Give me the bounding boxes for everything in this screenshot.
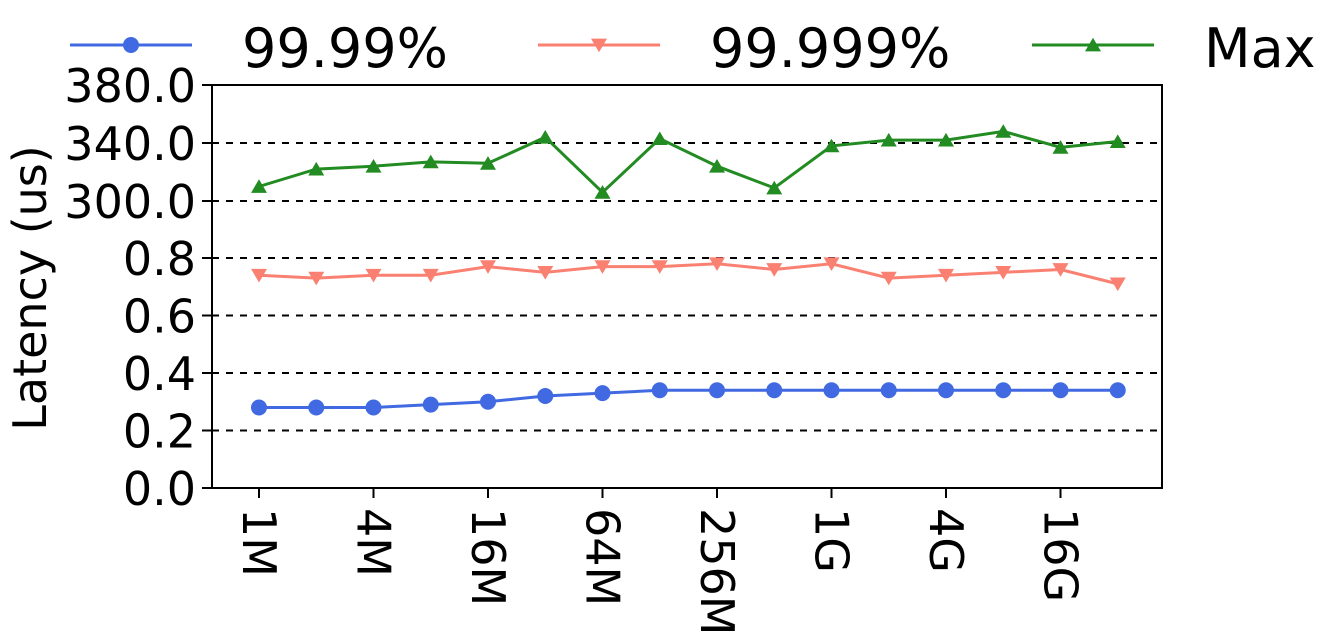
data-point [651, 260, 668, 274]
y-tick-label: 300.0 [64, 175, 196, 229]
data-point [594, 260, 611, 274]
data-point [1109, 382, 1126, 399]
data-point [365, 159, 382, 173]
data-point [480, 260, 496, 274]
y-tick-label: 0.6 [123, 290, 196, 344]
legend-label: 99.999% [710, 17, 950, 80]
x-tick-label: 16G [1034, 508, 1088, 602]
data-point [995, 265, 1012, 280]
data-point [651, 131, 668, 146]
data-point [1052, 382, 1069, 399]
data-point [365, 399, 382, 416]
data-point [766, 382, 783, 399]
legend-entry: 99.999% [538, 17, 950, 80]
data-point [422, 154, 439, 169]
y-tick-label: 380.0 [64, 59, 196, 113]
data-point [251, 399, 267, 416]
data-point [1085, 37, 1101, 52]
data-point [938, 268, 954, 283]
data-point [823, 138, 840, 153]
data-point [123, 37, 139, 53]
data-point [251, 268, 267, 283]
data-point [823, 257, 840, 271]
data-point [880, 132, 897, 147]
data-point [480, 156, 496, 170]
y-tick-label: 0.2 [123, 405, 196, 459]
data-point [995, 382, 1012, 399]
data-point [709, 382, 725, 399]
data-point [308, 271, 325, 286]
data-point [880, 382, 897, 399]
data-point [537, 388, 554, 404]
data-point [1052, 140, 1069, 154]
series-2 [251, 124, 1126, 199]
data-point [251, 179, 267, 193]
series-line [258, 262, 1119, 286]
data-point [480, 393, 496, 410]
y-tick-label: 0.8 [123, 232, 196, 286]
y-axis-label: Latency (us) [3, 145, 57, 430]
data-point [1109, 134, 1126, 148]
data-point [938, 132, 954, 147]
y-tick-label: 0.0 [123, 462, 196, 516]
data-point [823, 382, 840, 399]
data-point [308, 161, 325, 176]
y-tick-label: 340.0 [64, 117, 196, 171]
x-tick-label: 16M [461, 508, 515, 606]
x-tick-label: 4G [919, 508, 973, 573]
y-tick-label: 0.4 [123, 347, 196, 401]
legend: 99.99% 99.999% Max [70, 17, 1316, 80]
data-point [1109, 277, 1126, 292]
data-point [308, 399, 325, 416]
data-point [766, 263, 783, 277]
x-tick-label: 256M [690, 508, 744, 636]
data-point [594, 385, 611, 402]
data-point [365, 268, 382, 283]
grid-lines [212, 142, 1162, 432]
x-tick-label: 64M [576, 508, 630, 606]
data-point [537, 130, 554, 144]
data-point [651, 382, 668, 399]
x-tick-label: 1M [232, 508, 286, 577]
x-tick-label: 4M [347, 508, 401, 577]
series-0 [251, 382, 1126, 416]
data-point [766, 180, 783, 195]
data-point [422, 268, 439, 283]
series-line [258, 129, 1118, 195]
data-point [594, 185, 611, 199]
data-point [591, 38, 607, 53]
data-point [880, 271, 897, 286]
series-lines [251, 124, 1126, 416]
data-point [995, 124, 1012, 138]
data-point [1052, 263, 1069, 277]
legend-entry: 99.99% [70, 17, 448, 80]
data-point [709, 257, 725, 271]
legend-label: Max [1204, 17, 1316, 80]
series-1 [251, 257, 1126, 292]
data-point [422, 396, 439, 413]
data-point [709, 159, 725, 173]
data-point [537, 265, 554, 280]
legend-entry: Max [1032, 17, 1316, 80]
x-axis-ticks: 1M 4M 16M 64M 256M 1G 4G 16G [232, 488, 1088, 636]
x-tick-label: 1G [805, 508, 859, 573]
series-line [259, 388, 1118, 409]
data-point [938, 382, 954, 399]
legend-label: 99.99% [242, 17, 448, 80]
plot-frame [211, 84, 1163, 489]
